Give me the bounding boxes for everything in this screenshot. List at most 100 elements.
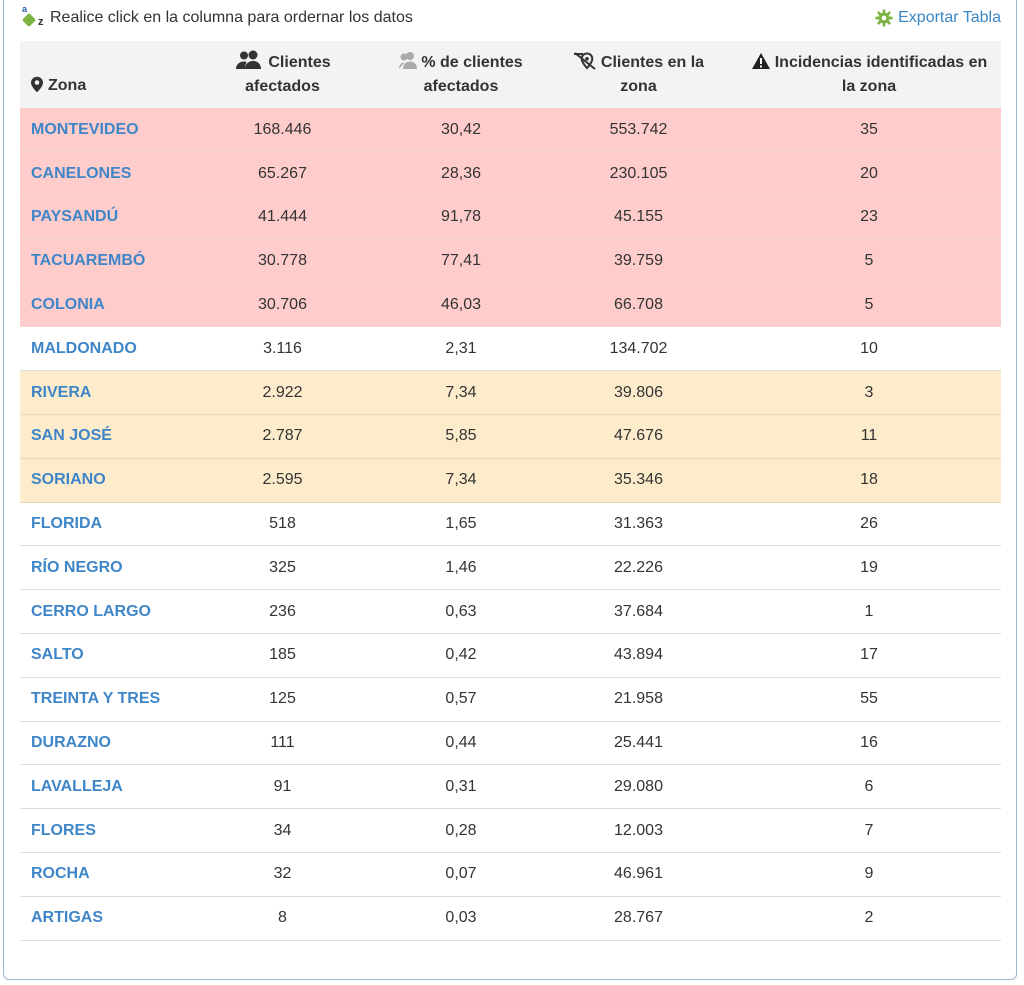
zone-link[interactable]: COLONIA (31, 296, 105, 314)
table-row: ARTIGAS 8 0,03 28.767 2 (20, 896, 1001, 941)
table-row: CERRO LARGO 236 0,63 37.684 1 (20, 590, 1001, 634)
zone-link[interactable]: PAYSANDÚ (31, 208, 119, 226)
cell-pct-afectados: 28,36 (440, 164, 482, 182)
export-table-label: Exportar Tabla (898, 9, 1001, 26)
cell-clientes-zona: 45.155 (614, 208, 663, 226)
cell-clientes-zona: 553.742 (609, 120, 668, 138)
cell-clientes-zona: 230.105 (609, 164, 668, 182)
cell-clientes-afectados: 325 (269, 558, 296, 576)
zone-link[interactable]: RIVERA (31, 383, 92, 401)
zone-link[interactable]: SALTO (31, 646, 84, 664)
zone-link[interactable]: SORIANO (31, 471, 106, 489)
cell-pct-afectados: 0,31 (445, 777, 477, 795)
column-header-incidencias-line1: Incidencias identificadas en (774, 53, 988, 71)
cell-pct-afectados: 0,57 (445, 690, 477, 708)
cell-clientes-zona: 47.676 (614, 427, 663, 445)
column-header-clientes-afectados[interactable]: Clientes afectados (183, 41, 382, 108)
cell-pct-afectados: 2,31 (445, 339, 477, 357)
zone-link[interactable]: FLORIDA (31, 515, 103, 533)
sort-hint-text: Realice click en la columna para orderna… (50, 9, 413, 26)
zone-link[interactable]: RÍO NEGRO (31, 558, 123, 576)
cell-clientes-zona: 66.708 (614, 296, 663, 314)
column-header-zona-label: Zona (48, 77, 87, 94)
cell-clientes-zona: 134.702 (609, 339, 668, 357)
table-row: MONTEVIDEO 168.446 30,42 553.742 35 (20, 108, 1001, 152)
gear-icon (875, 9, 893, 27)
cell-clientes-zona: 28.767 (614, 909, 663, 927)
column-header-pct-afectados[interactable]: % de clientes afectados (382, 41, 540, 108)
cell-clientes-afectados: 2.922 (262, 383, 303, 401)
table-row: SAN JOSÉ 2.787 5,85 47.676 11 (20, 414, 1001, 459)
cell-pct-afectados: 0,42 (445, 646, 477, 664)
table-row: SALTO 185 0,42 43.894 17 (20, 634, 1001, 678)
table-row: MALDONADO 3.116 2,31 134.702 10 (20, 327, 1001, 371)
cell-clientes-zona: 37.684 (614, 602, 663, 620)
table-row: TACUAREMBÓ 30.778 77,41 39.759 5 (20, 239, 1001, 284)
table-row: TREINTA Y TRES 125 0,57 21.958 55 (20, 677, 1001, 722)
cell-clientes-afectados: 185 (269, 646, 296, 664)
cell-clientes-afectados: 236 (269, 602, 296, 620)
cell-incidencias: 2 (864, 909, 874, 927)
cell-clientes-afectados: 125 (269, 690, 296, 708)
cell-clientes-afectados: 518 (269, 515, 296, 533)
zone-link[interactable]: TACUAREMBÓ (31, 252, 146, 270)
table-row: CANELONES 65.267 28,36 230.105 20 (20, 151, 1001, 196)
zone-link[interactable]: TREINTA Y TRES (31, 690, 161, 708)
users-percent-icon (399, 52, 418, 69)
cell-pct-afectados: 91,78 (440, 208, 482, 226)
cell-incidencias: 55 (860, 690, 878, 708)
cell-clientes-zona: 12.003 (614, 821, 663, 839)
cell-clientes-zona: 39.806 (614, 383, 663, 401)
zone-link[interactable]: FLORES (31, 821, 96, 839)
sort-icon-letter-z: z (38, 16, 44, 28)
zone-link[interactable]: DURAZNO (31, 734, 111, 752)
column-header-clientes-afectados-line1: Clientes (268, 54, 331, 71)
zone-link[interactable]: MALDONADO (31, 339, 137, 357)
cell-clientes-zona: 29.080 (614, 777, 663, 795)
zone-link[interactable]: ROCHA (31, 865, 90, 883)
cell-pct-afectados: 0,63 (445, 602, 477, 620)
cell-incidencias: 3 (864, 383, 874, 401)
cell-incidencias: 35 (860, 120, 878, 138)
zone-link[interactable]: CANELONES (31, 164, 132, 182)
az-sort-icon: a z (20, 4, 50, 32)
cell-incidencias: 7 (864, 821, 874, 839)
cell-incidencias: 16 (860, 734, 878, 752)
cell-clientes-zona: 22.226 (614, 558, 663, 576)
column-header-pct-line2: afectados (423, 78, 499, 95)
table-row: DURAZNO 111 0,44 25.441 16 (20, 721, 1001, 765)
zones-panel (3, 0, 1017, 980)
cell-incidencias: 6 (864, 777, 874, 795)
zone-link[interactable]: CERRO LARGO (31, 602, 151, 620)
zones-table: Zona Clientes afectados % de clientes (20, 41, 1001, 941)
cell-pct-afectados: 0,07 (445, 865, 477, 883)
zone-link[interactable]: SAN JOSÉ (31, 427, 112, 445)
cell-clientes-afectados: 34 (273, 821, 292, 839)
column-header-clientes-zona[interactable]: Clientes en la zona (540, 41, 737, 108)
column-header-clientes-afectados-line2: afectados (245, 78, 320, 95)
sort-arrow-shape (21, 12, 37, 28)
table-row: FLORES 34 0,28 12.003 7 (20, 809, 1001, 853)
column-header-incidencias[interactable]: Incidencias identificadas en la zona (737, 41, 1001, 108)
users-icon (236, 50, 262, 69)
column-header-clientes-zona-line2: zona (620, 77, 657, 95)
column-header-zona[interactable]: Zona (20, 41, 183, 108)
zone-link[interactable]: LAVALLEJA (31, 777, 123, 795)
export-table-button[interactable]: Exportar Tabla (875, 4, 1001, 32)
cell-pct-afectados: 0,03 (445, 909, 477, 927)
zone-link[interactable]: ARTIGAS (31, 909, 103, 927)
cell-pct-afectados: 7,34 (445, 471, 477, 489)
cell-clientes-afectados: 30.778 (258, 252, 307, 270)
cell-clientes-afectados: 111 (270, 734, 295, 752)
table-body: MONTEVIDEO 168.446 30,42 553.742 35 CANELONES… (20, 108, 1001, 941)
location-off-icon (573, 51, 596, 70)
zone-link[interactable]: MONTEVIDEO (31, 120, 139, 138)
column-header-clientes-zona-line1: Clientes en la (600, 53, 705, 71)
cell-clientes-zona: 43.894 (614, 646, 663, 664)
table-row: SORIANO 2.595 7,34 35.346 18 (20, 458, 1001, 503)
cell-incidencias: 17 (860, 646, 878, 664)
cell-clientes-zona: 35.346 (614, 471, 663, 489)
cell-pct-afectados: 0,44 (445, 734, 477, 752)
cell-clientes-afectados: 3.116 (263, 339, 302, 357)
table-row: RIVERA 2.922 7,34 39.806 3 (20, 370, 1001, 415)
